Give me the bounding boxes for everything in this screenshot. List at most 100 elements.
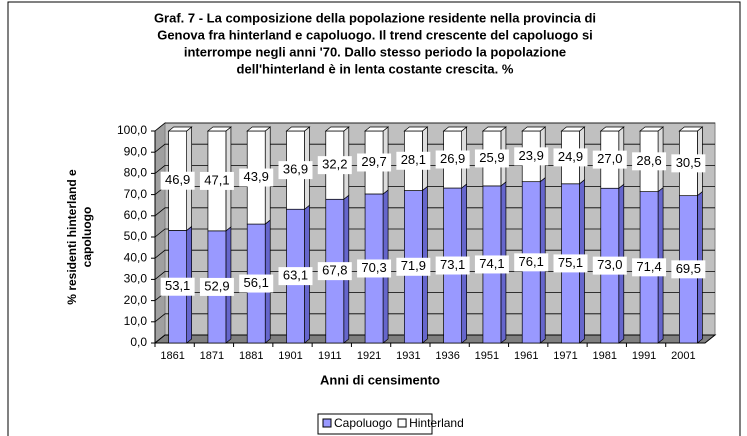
legend-swatch <box>322 418 332 428</box>
y-tick-label: 20,0 <box>124 293 148 307</box>
value-label-box <box>553 148 588 167</box>
value-label-box <box>239 274 274 293</box>
bar-top <box>442 126 468 132</box>
value-label: 73,0 <box>597 257 622 272</box>
value-label-box <box>357 153 392 172</box>
y-tick-label: 90,0 <box>124 144 148 158</box>
value-label-box <box>553 254 588 273</box>
y-tick-label: 60,0 <box>124 208 148 222</box>
value-label: 63,1 <box>283 268 308 283</box>
x-tick-label: 1991 <box>632 350 656 362</box>
y-tick-label: 0,0 <box>130 335 147 349</box>
value-label-box <box>199 171 234 190</box>
value-label: 26,9 <box>440 151 465 166</box>
value-label-box <box>671 260 706 279</box>
x-tick-label: 1901 <box>278 350 302 362</box>
value-label: 29,7 <box>361 154 386 169</box>
grid-line <box>154 122 715 132</box>
x-tick-label: 1911 <box>318 350 342 362</box>
x-tick-label: 1951 <box>475 350 499 362</box>
bar-top <box>167 126 193 132</box>
x-tick-label: 1921 <box>357 350 381 362</box>
value-label: 28,6 <box>636 153 661 168</box>
x-tick-label: 1971 <box>553 350 577 362</box>
value-label: 24,9 <box>558 149 583 164</box>
bar-top <box>678 126 704 132</box>
y-axis-label-line: capoluogo <box>80 207 94 268</box>
value-label: 27,0 <box>597 151 622 166</box>
value-label: 32,2 <box>322 157 347 172</box>
value-label: 73,1 <box>440 257 465 272</box>
bar-top <box>599 126 625 132</box>
value-label: 25,9 <box>479 150 504 165</box>
value-label: 43,9 <box>244 169 269 184</box>
y-tick-label: 100,0 <box>117 123 147 137</box>
y-tick-label: 70,0 <box>124 187 148 201</box>
value-label-box <box>514 147 549 166</box>
x-tick-label: 1936 <box>435 350 459 362</box>
value-label-box <box>357 259 392 278</box>
legend-label: Capoluogo <box>334 416 392 430</box>
chart-title: dell'hinterland è in lenta costante cres… <box>237 61 514 76</box>
bar-top <box>364 126 390 132</box>
bar-top <box>324 126 350 132</box>
value-label-box <box>160 277 195 296</box>
legend-label: Hinterland <box>409 416 464 430</box>
value-label-box <box>632 152 667 171</box>
x-tick-label: 1961 <box>514 350 538 362</box>
value-label: 53,1 <box>165 278 190 293</box>
bar-top <box>403 126 429 132</box>
y-tick-label: 80,0 <box>124 166 148 180</box>
bar-top <box>246 126 272 132</box>
y-axis-label: % residenti hinterland ecapoluogo <box>65 169 94 305</box>
y-tick-label: 30,0 <box>124 272 148 286</box>
value-label-box <box>160 171 195 190</box>
value-label: 28,1 <box>401 152 426 167</box>
bar-top <box>521 126 547 132</box>
bar-top <box>285 126 311 132</box>
value-label-box <box>317 262 352 281</box>
value-label: 75,1 <box>558 255 583 270</box>
value-label-box <box>199 277 234 296</box>
value-label-box <box>474 149 509 168</box>
value-label: 69,5 <box>676 261 701 276</box>
value-label: 67,8 <box>322 263 347 278</box>
value-label-box <box>435 150 470 169</box>
value-label-box <box>435 256 470 275</box>
value-label-box <box>514 253 549 272</box>
value-label-box <box>396 151 431 170</box>
x-tick-label: 2001 <box>671 350 695 362</box>
y-tick-label: 40,0 <box>124 250 148 264</box>
value-label-box <box>592 150 627 169</box>
value-label: 71,4 <box>636 259 661 274</box>
value-label-box <box>632 258 667 277</box>
x-axis-label: Anni di censimento <box>320 372 440 387</box>
x-tick-label: 1981 <box>593 350 617 362</box>
chart-title: Graf. 7 - La composizione della popolazi… <box>154 10 596 25</box>
bar-top <box>560 126 586 132</box>
bar-top <box>639 126 665 132</box>
floor <box>153 334 717 344</box>
value-label: 46,9 <box>165 172 190 187</box>
value-label: 71,9 <box>401 258 426 273</box>
value-label: 52,9 <box>204 278 229 293</box>
legend-swatch <box>397 418 407 428</box>
value-label-box <box>592 256 627 275</box>
value-label-box <box>239 168 274 187</box>
y-tick-label: 10,0 <box>124 314 148 328</box>
value-label-box <box>671 154 706 173</box>
value-label-box <box>474 255 509 274</box>
x-tick-label: 1881 <box>239 350 263 362</box>
y-tick-label: 50,0 <box>124 229 148 243</box>
value-label-box <box>396 257 431 276</box>
x-tick-label: 1931 <box>396 350 420 362</box>
value-label: 30,5 <box>676 155 701 170</box>
value-label: 56,1 <box>244 275 269 290</box>
value-label-box <box>278 161 313 180</box>
value-label: 74,1 <box>479 256 504 271</box>
chart-title: Genova fra hinterland e capoluogo. Il tr… <box>157 27 593 42</box>
chart-title: interrompe negli anni '70. Dallo stesso … <box>184 44 566 59</box>
value-label: 23,9 <box>519 148 544 163</box>
value-label: 36,9 <box>283 162 308 177</box>
value-label: 47,1 <box>204 172 229 187</box>
